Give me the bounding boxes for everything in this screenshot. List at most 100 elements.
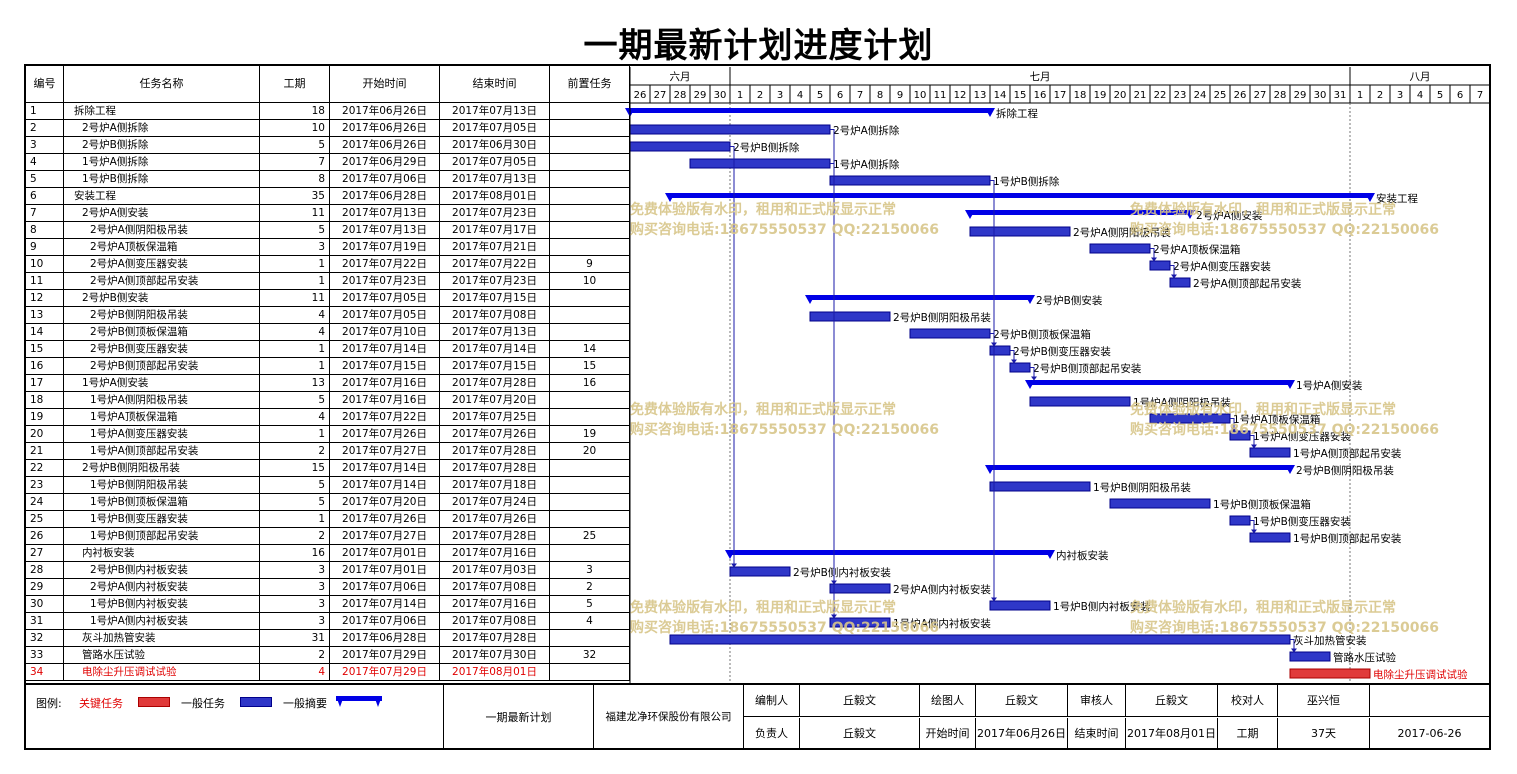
task-cell-start: 2017年06月29日 — [330, 154, 440, 171]
task-cell-end: 2017年07月28日 — [440, 460, 550, 477]
task-cell-end: 2017年06月30日 — [440, 137, 550, 154]
task-bar — [1109, 498, 1211, 509]
task-bar — [1169, 277, 1191, 288]
task-cell-duration: 35 — [260, 188, 330, 205]
task-cell-duration: 13 — [260, 375, 330, 392]
day-label: 26 — [634, 90, 647, 101]
task-cell-duration: 4 — [260, 307, 330, 324]
footer-cell: 37天 — [1278, 718, 1370, 750]
bar-label: 内衬板安装 — [1056, 549, 1109, 562]
task-cell-end: 2017年07月28日 — [440, 630, 550, 647]
summary-bar — [730, 550, 1050, 555]
task-cell-id: 7 — [26, 205, 64, 222]
legend-critical-label: 关键任务 — [79, 697, 123, 710]
watermark: 免费体验版有水印，租用和正式版显示正常 购买咨询电话:18675550537 QQ… — [1130, 202, 1439, 238]
dependency-arrow — [1231, 427, 1237, 432]
bar-label: 2号炉A侧顶部起吊安装 — [1193, 277, 1302, 290]
legend-normal-label: 一般任务 — [181, 697, 225, 710]
task-cell-name: 1号炉A侧安装 — [64, 375, 260, 392]
task-cell-id: 16 — [26, 358, 64, 375]
day-label: 17 — [1054, 90, 1067, 101]
task-cell-start: 2017年07月01日 — [330, 545, 440, 562]
task-cell-name: 1号炉B侧顶板保温箱 — [64, 494, 260, 511]
day-label: 21 — [1134, 90, 1147, 101]
dependency-arrow — [1251, 444, 1257, 449]
day-label: 5 — [1437, 90, 1443, 101]
footer-cell: 丘毅文 — [976, 685, 1068, 717]
task-cell-duration: 1 — [260, 256, 330, 273]
task-cell-end: 2017年07月20日 — [440, 392, 550, 409]
task-cell-name: 2号炉B侧阴阳极吊装 — [64, 307, 260, 324]
task-bar — [729, 566, 791, 577]
bar-label: 1号炉A侧阴阳极吊装 — [1133, 396, 1231, 409]
bar-label: 安装工程 — [1376, 192, 1418, 205]
watermark: 免费体验版有水印，租用和正式版显示正常 购买咨询电话:18675550537 QQ… — [1130, 402, 1439, 438]
footer: 图例: 关键任务 一般任务 一般摘要 一期最新计划 福建龙净环保股份有限公司 编… — [26, 683, 1489, 750]
task-cell-name: 1号炉B侧顶部起吊安装 — [64, 528, 260, 545]
footer-cell — [1370, 685, 1489, 717]
summary-bar-end — [1285, 465, 1295, 474]
day-label: 27 — [1254, 90, 1267, 101]
summary-bar-end — [1025, 295, 1035, 304]
dependency-link — [1250, 520, 1255, 534]
task-cell-id: 6 — [26, 188, 64, 205]
footer-cell: 编制人 — [744, 685, 800, 717]
task-cell-start: 2017年07月29日 — [330, 664, 440, 681]
dependency-arrow — [1151, 257, 1157, 262]
task-cell-end: 2017年07月16日 — [440, 545, 550, 562]
task-cell-start: 2017年07月14日 — [330, 477, 440, 494]
task-cell-id: 12 — [26, 290, 64, 307]
task-bar — [1249, 447, 1291, 458]
bar-label: 2号炉B侧内衬板安装 — [793, 566, 891, 579]
task-cell-duration: 1 — [260, 511, 330, 528]
task-cell-end: 2017年07月28日 — [440, 528, 550, 545]
task-cell-id: 27 — [26, 545, 64, 562]
day-label: 30 — [1314, 90, 1327, 101]
dependency-link — [990, 180, 995, 602]
task-cell-start: 2017年07月22日 — [330, 409, 440, 426]
task-cell-id: 18 — [26, 392, 64, 409]
summary-bar-start — [1025, 380, 1035, 389]
task-bar — [909, 328, 991, 339]
bar-label: 2号炉B侧拆除 — [733, 141, 800, 154]
task-cell-name: 1号炉A侧内衬板安装 — [64, 613, 260, 630]
dependency-arrow — [1171, 274, 1177, 279]
day-label: 23 — [1174, 90, 1187, 101]
summary-bar-end — [985, 108, 995, 117]
bar-label: 1号炉B侧顶部起吊安装 — [1293, 532, 1402, 545]
summary-bar — [630, 108, 990, 113]
day-label: 11 — [934, 90, 947, 101]
day-label: 7 — [1477, 90, 1483, 101]
task-cell-id: 23 — [26, 477, 64, 494]
task-cell-name: 2号炉A侧顶部起吊安装 — [64, 273, 260, 290]
bar-label: 管路水压试验 — [1333, 651, 1396, 664]
task-cell-start: 2017年06月26日 — [330, 120, 440, 137]
footer-cell: 结束时间 — [1068, 718, 1126, 750]
task-bar — [829, 583, 891, 594]
dependency-arrow — [1291, 648, 1297, 653]
dependency-arrow — [991, 597, 997, 602]
legend-critical-swatch — [138, 697, 170, 707]
task-cell-start: 2017年07月06日 — [330, 613, 440, 630]
bar-label: 1号炉B侧拆除 — [993, 175, 1060, 188]
task-cell-name: 1号炉A侧阴阳极吊装 — [64, 392, 260, 409]
task-cell-end: 2017年07月26日 — [440, 511, 550, 528]
task-cell-end: 2017年07月15日 — [440, 290, 550, 307]
day-label: 9 — [897, 90, 903, 101]
task-bar — [1009, 362, 1031, 373]
summary-bar — [970, 210, 1190, 215]
task-bar — [1229, 515, 1251, 526]
task-cell-start: 2017年06月28日 — [330, 188, 440, 205]
task-cell-id: 31 — [26, 613, 64, 630]
task-cell-start: 2017年07月15日 — [330, 358, 440, 375]
task-cell-start: 2017年07月13日 — [330, 222, 440, 239]
footer-project: 一期最新计划 — [444, 685, 594, 750]
task-cell-start: 2017年06月26日 — [330, 103, 440, 120]
task-cell-name: 2号炉B侧顶部起吊安装 — [64, 358, 260, 375]
task-cell-start: 2017年07月06日 — [330, 579, 440, 596]
day-label: 5 — [817, 90, 823, 101]
task-cell-name: 1号炉B侧内衬板安装 — [64, 596, 260, 613]
task-cell-start: 2017年07月22日 — [330, 256, 440, 273]
task-cell-duration: 2 — [260, 528, 330, 545]
dependency-arrow — [731, 563, 737, 568]
